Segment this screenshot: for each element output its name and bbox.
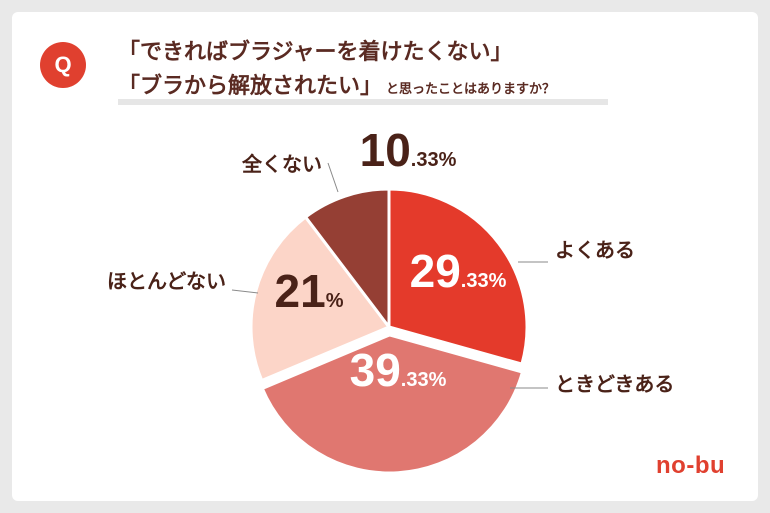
slice-value-label: 21% (275, 265, 344, 317)
question-line-1: 「できればブラジャーを着けたくない」 (118, 40, 513, 65)
slice-category-label: 全くない (241, 152, 322, 176)
question-line-2: 「ブラから解放されたい」 と思ったことはありますか？ (118, 68, 555, 100)
leader-line (231, 289, 259, 294)
slice-category-label: ほとんどない (107, 269, 226, 293)
pie-slice (303, 187, 391, 332)
slice-labels: よくある 29.33% ときどきある 39.33% ほとんどない 21% 全くない 10.33… (107, 124, 674, 396)
question-underline (118, 99, 608, 105)
slice-value-label: 10.33% (360, 124, 457, 176)
pie-slices (249, 187, 529, 475)
slice-value-label: 29.33% (410, 245, 507, 297)
question-badge: Q (40, 42, 86, 88)
slice-value-label: 39.33% (350, 344, 447, 396)
nobu-logo: no-bu (656, 452, 726, 479)
question-line-2-suffix: と思ったことはありますか？ (386, 82, 556, 97)
leader-lines (231, 162, 548, 389)
leader-line (327, 162, 339, 193)
pie-slice (260, 333, 525, 475)
pie-slice (249, 214, 392, 383)
slice-category-label: ときどきある (555, 372, 674, 396)
slice-category-label: よくある (555, 238, 635, 262)
pie-slice (387, 187, 529, 366)
question-line-2-main: 「ブラから解放されたい」 (118, 74, 383, 99)
